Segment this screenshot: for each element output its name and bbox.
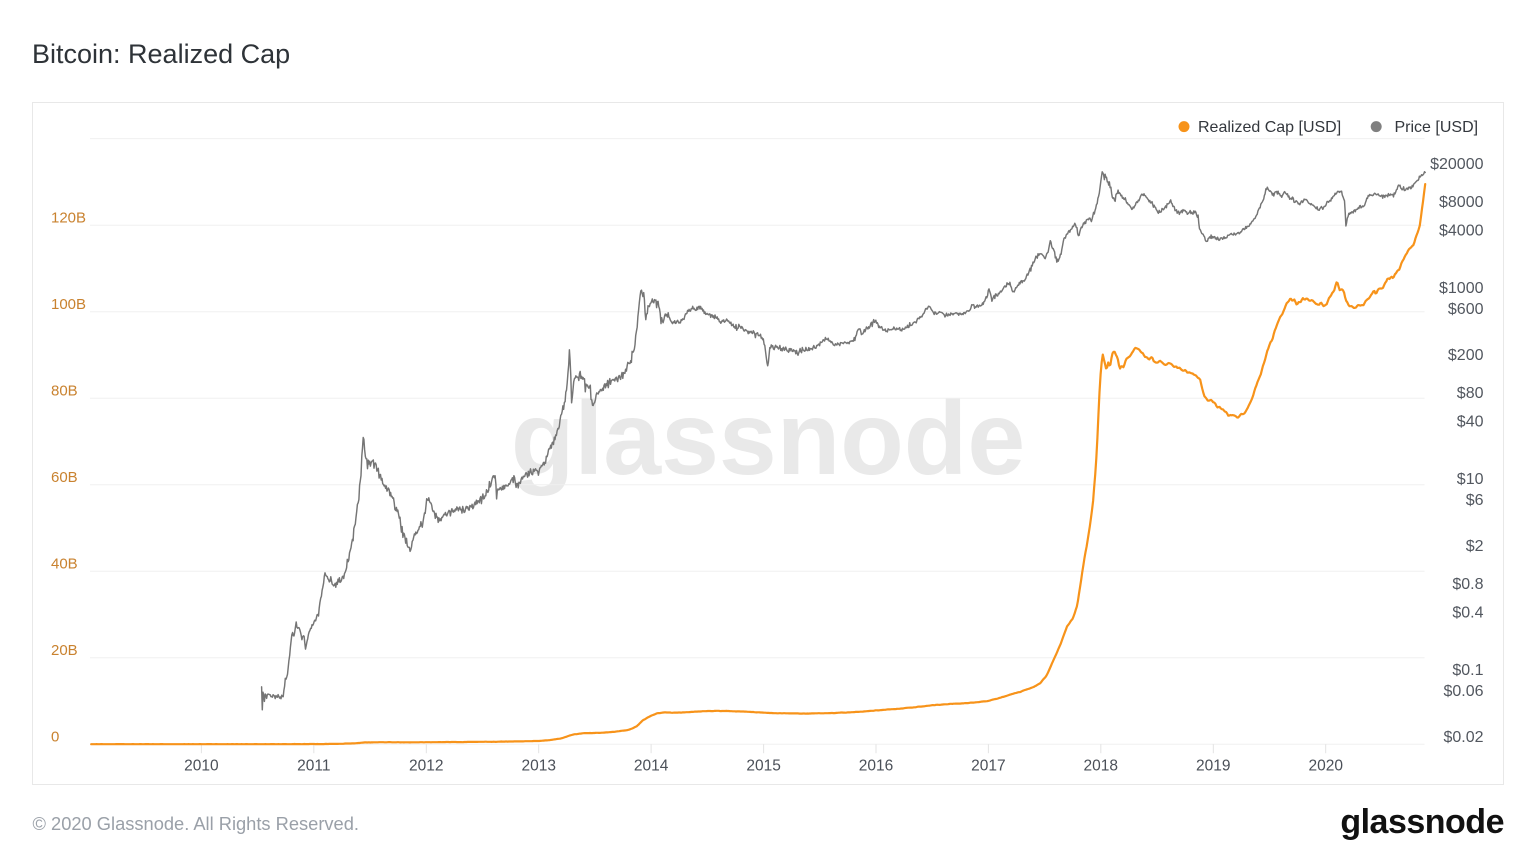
svg-text:2016: 2016 [859, 757, 893, 774]
svg-text:Price [USD]: Price [USD] [1395, 119, 1479, 136]
svg-text:80B: 80B [51, 383, 78, 400]
svg-text:$20000: $20000 [1430, 156, 1483, 173]
svg-text:© 2020 Glassnode. All Rights R: © 2020 Glassnode. All Rights Reserved. [33, 813, 359, 834]
svg-text:$2: $2 [1466, 538, 1484, 555]
svg-text:$1000: $1000 [1439, 280, 1484, 297]
svg-text:$4000: $4000 [1439, 223, 1484, 240]
svg-text:$40: $40 [1457, 414, 1484, 431]
svg-text:2017: 2017 [971, 757, 1005, 774]
svg-text:2019: 2019 [1196, 757, 1230, 774]
svg-text:$0.8: $0.8 [1452, 576, 1483, 593]
svg-text:$0.1: $0.1 [1452, 662, 1483, 679]
svg-text:$8000: $8000 [1439, 194, 1484, 211]
svg-text:glassnode: glassnode [1340, 803, 1504, 841]
svg-text:$80: $80 [1457, 385, 1484, 402]
svg-text:$10: $10 [1457, 471, 1484, 488]
svg-text:20B: 20B [51, 642, 78, 659]
svg-text:100B: 100B [51, 296, 86, 313]
svg-text:2011: 2011 [297, 757, 330, 774]
svg-text:2020: 2020 [1308, 757, 1343, 774]
svg-text:$600: $600 [1448, 301, 1484, 318]
svg-text:2012: 2012 [409, 757, 443, 774]
svg-text:glassnode: glassnode [511, 381, 1025, 497]
svg-text:Bitcoin: Realized Cap: Bitcoin: Realized Cap [32, 39, 290, 69]
svg-text:2013: 2013 [521, 757, 555, 774]
svg-text:$0.4: $0.4 [1452, 605, 1483, 622]
svg-text:Realized Cap [USD]: Realized Cap [USD] [1198, 119, 1341, 136]
svg-text:60B: 60B [51, 469, 78, 486]
svg-text:$6: $6 [1466, 492, 1484, 509]
svg-text:$0.06: $0.06 [1443, 683, 1483, 700]
svg-text:$0.02: $0.02 [1443, 729, 1483, 746]
svg-text:120B: 120B [51, 210, 86, 227]
svg-text:$200: $200 [1448, 347, 1484, 364]
svg-text:2015: 2015 [746, 757, 780, 774]
svg-text:2018: 2018 [1084, 757, 1118, 774]
svg-text:2014: 2014 [634, 757, 669, 774]
svg-text:2010: 2010 [184, 757, 219, 774]
svg-text:40B: 40B [51, 556, 78, 573]
svg-text:0: 0 [51, 729, 59, 746]
